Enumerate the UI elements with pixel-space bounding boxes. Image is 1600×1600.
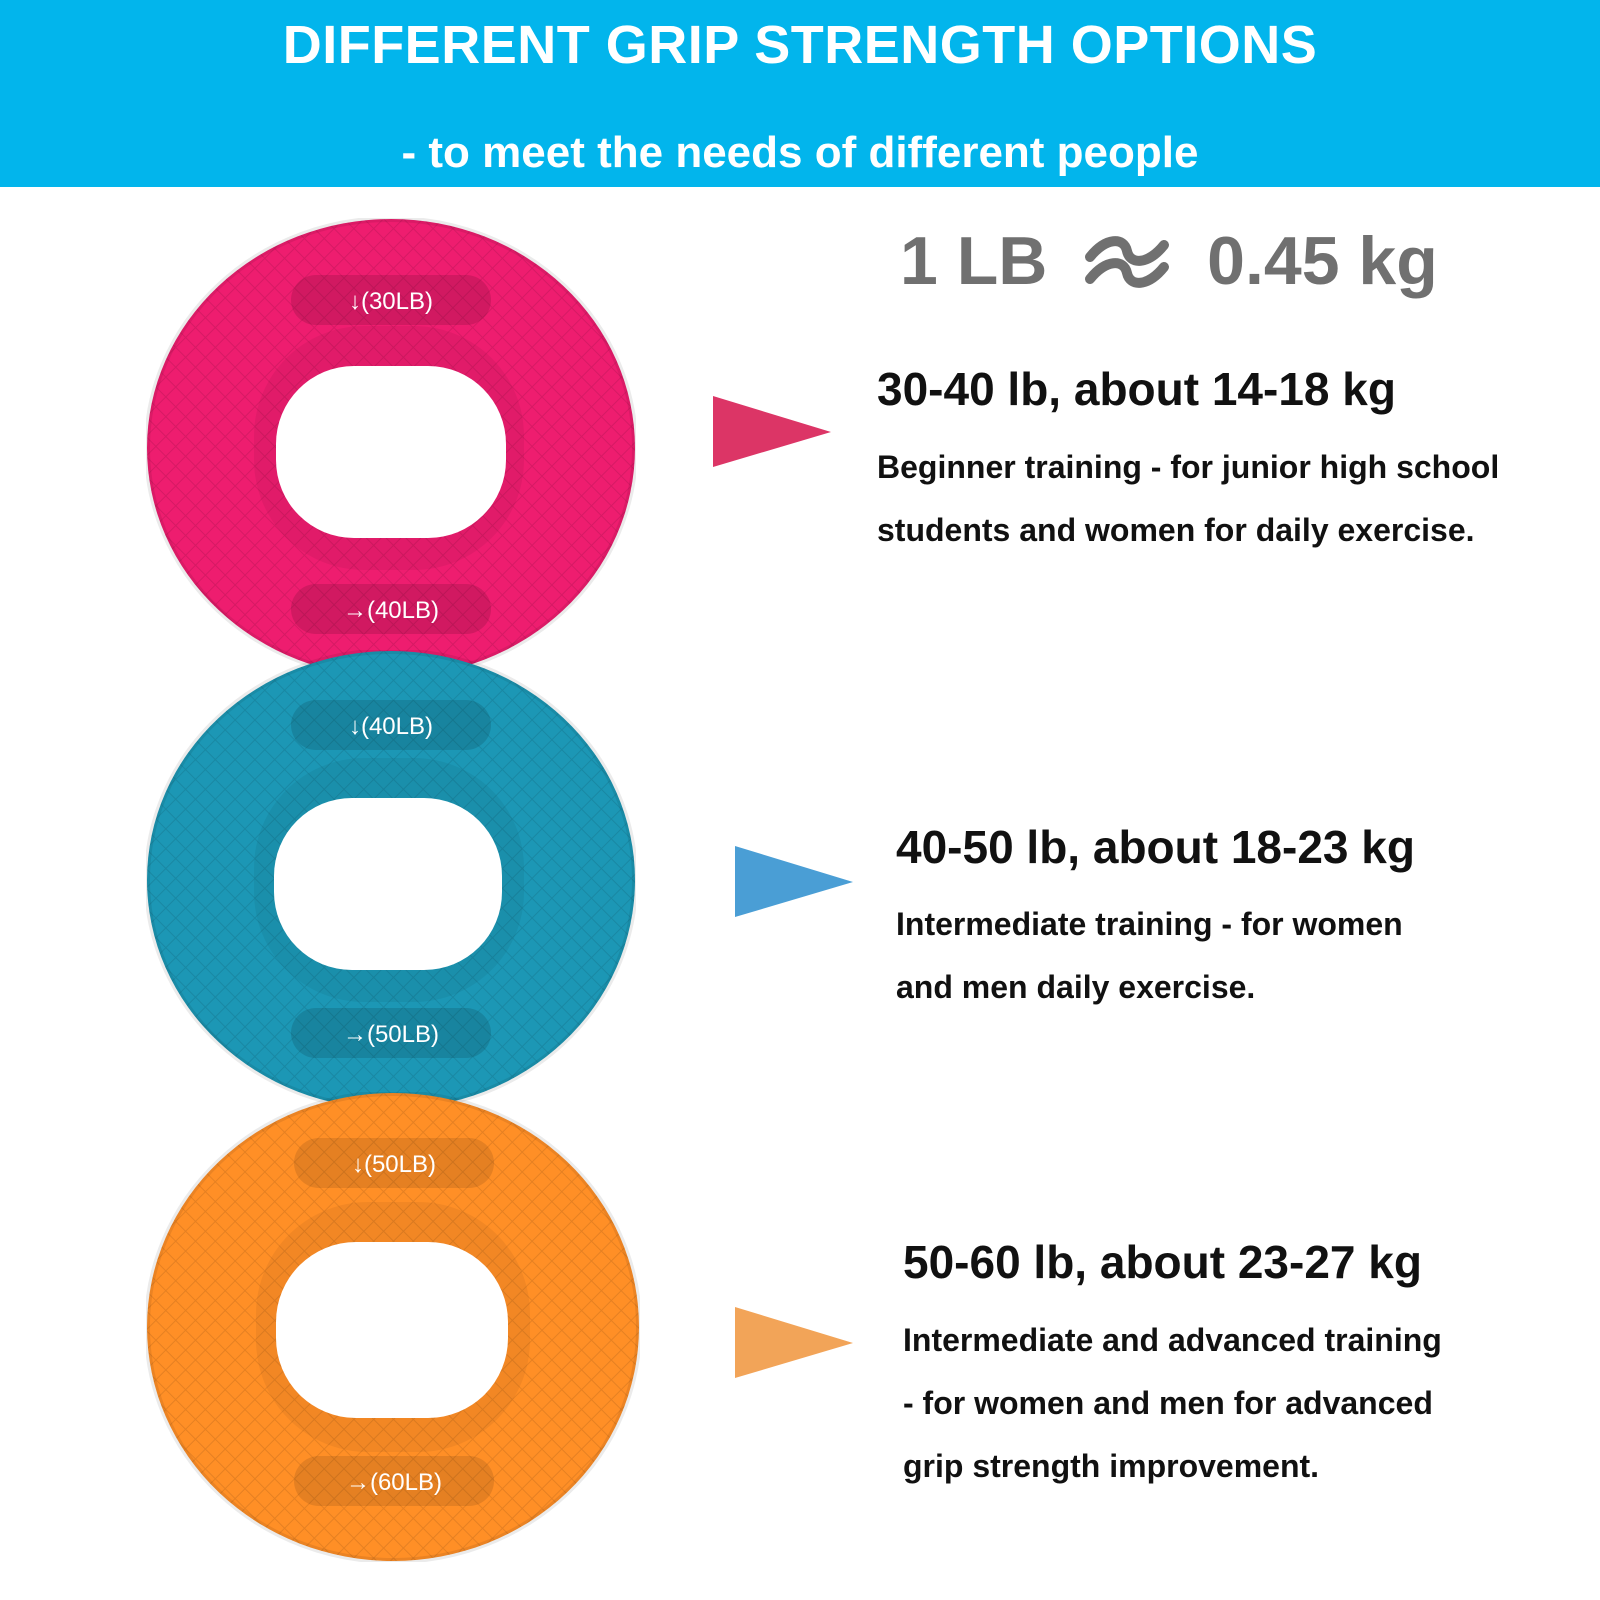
conversion-lb: 1 LB — [900, 223, 1048, 299]
level-title: 30-40 lb, about 14-18 kg — [877, 363, 1396, 415]
ring-bottom-label: →(40LB) — [343, 597, 439, 624]
approx-equal-icon — [1084, 227, 1170, 305]
description-line: Intermediate and advanced training — [903, 1322, 1442, 1358]
teal-grip-ring: ↓(40LB) →(50LB) — [146, 650, 636, 1110]
ring-bottom-label: →(50LB) — [343, 1021, 439, 1048]
description-line: - for women and men for advanced — [903, 1385, 1433, 1421]
description-line: and men daily exercise. — [896, 969, 1256, 1005]
header-banner: DIFFERENT GRIP STRENGTH OPTIONS - to mee… — [0, 0, 1600, 187]
header-subtitle: - to meet the needs of different people — [401, 128, 1199, 177]
level-description: Beginner training - for junior high scho… — [877, 436, 1499, 562]
ring-top-label: ↓(50LB) — [352, 1151, 436, 1178]
ring-top-label: ↓(30LB) — [349, 288, 433, 315]
orange-pointer-arrow-icon — [735, 1307, 853, 1378]
description-line: students and women for daily exercise. — [877, 512, 1475, 548]
blue-pointer-arrow-icon — [735, 846, 853, 917]
description-line: grip strength improvement. — [903, 1448, 1320, 1484]
pink-pointer-arrow-icon — [713, 396, 831, 467]
level-title: 40-50 lb, about 18-23 kg — [896, 821, 1415, 873]
conversion-kg: 0.45 kg — [1207, 223, 1438, 299]
ring-bottom-label: →(60LB) — [346, 1469, 442, 1496]
ring-top-label: ↓(40LB) — [349, 713, 433, 740]
description-line: Beginner training - for junior high scho… — [877, 449, 1500, 485]
level-title: 50-60 lb, about 23-27 kg — [903, 1236, 1422, 1288]
level-description: Intermediate training - for women and me… — [896, 893, 1403, 1019]
orange-grip-ring: ↓(50LB) →(60LB) — [146, 1092, 640, 1562]
level-description: Intermediate and advanced training - for… — [903, 1309, 1442, 1498]
pink-grip-ring: ↓(30LB) →(40LB) — [146, 218, 636, 678]
unit-conversion: 1 LB 0.45 kg — [900, 222, 1438, 305]
header-title: DIFFERENT GRIP STRENGTH OPTIONS — [282, 15, 1318, 75]
description-line: Intermediate training - for women — [896, 906, 1403, 942]
